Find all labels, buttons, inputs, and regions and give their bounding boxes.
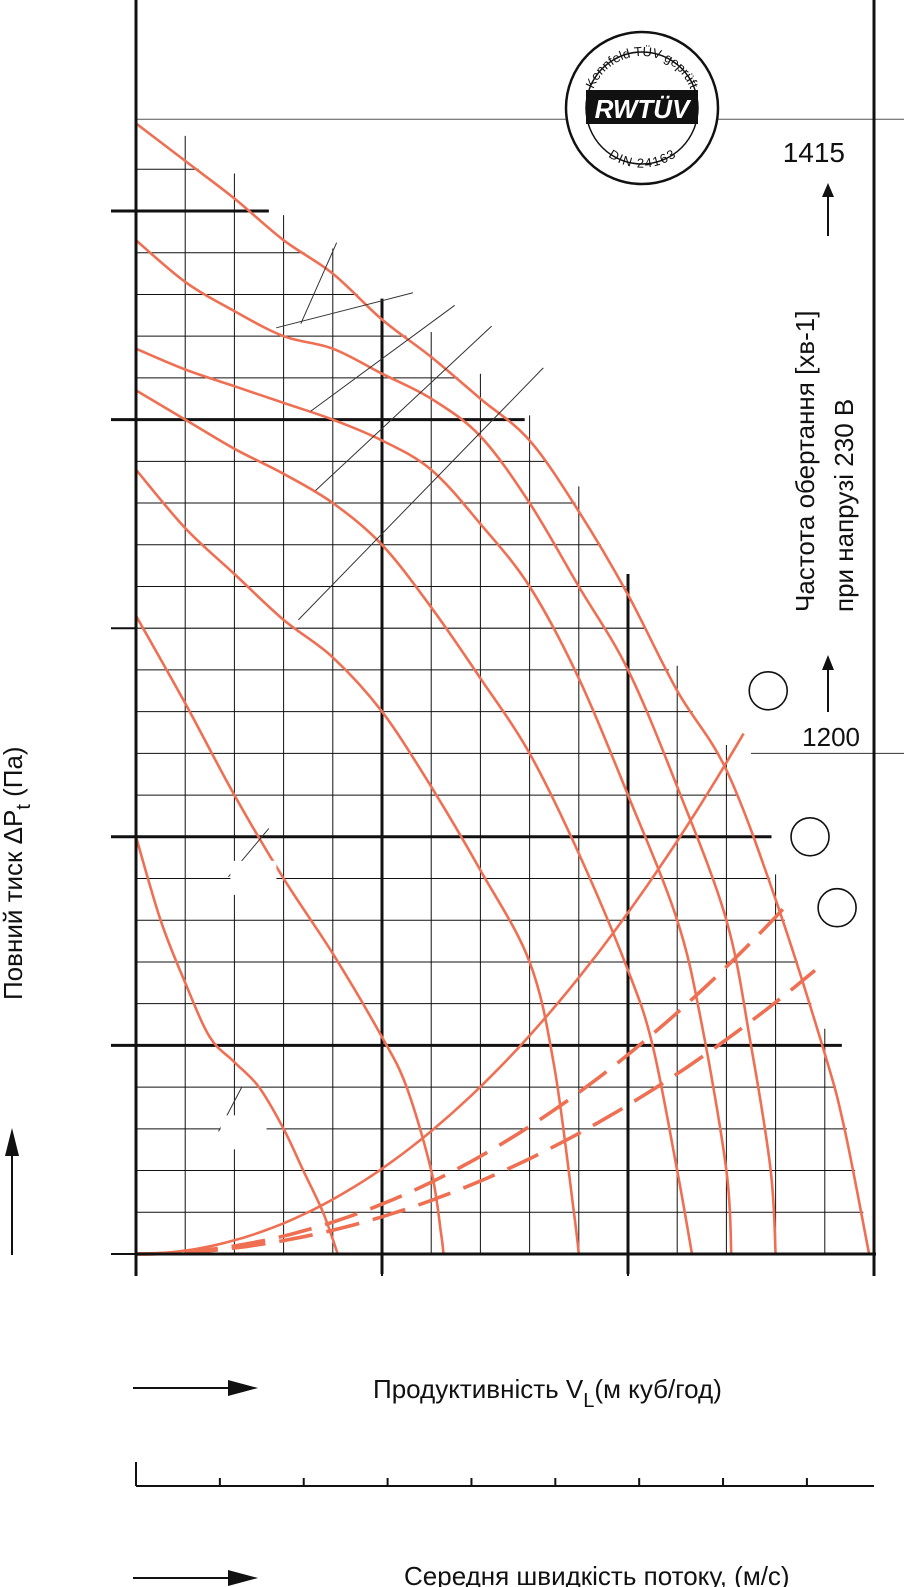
system-curve-marker [790,816,830,857]
y-axis-arrowhead-icon [5,1128,19,1156]
rpm-annotation: 1415 Частота обертання [хв-1] при напруз… [783,137,860,752]
x-axis-arrowhead-icon [228,1380,258,1396]
rpm-top-value: 1415 [783,137,845,168]
fan-curve-100v [134,615,445,1255]
curve-label-backdrop [220,1115,267,1150]
velocity-axis [135,1462,874,1487]
curve-label-leader [310,304,456,412]
tuv-logo: Kennfeld TÜV geprüft DIN 24163 RWTÜV [564,30,720,186]
curve-label-backdrop [338,226,385,261]
logo-center-text: RWTÜV [595,94,693,124]
rpm-title-line2: при напрузі 230 В [829,399,859,612]
fan-curve-125v [135,468,581,1255]
grid [111,118,904,1274]
fan-curve-190v [135,239,777,1255]
fan-curve-150v [135,389,694,1255]
rpm-top-arrowhead-icon [822,183,834,197]
fan-curves [134,122,871,1255]
curve-label-leader [315,325,492,491]
x-axis-title: Продуктивність VL(м куб/год) [373,1374,722,1412]
rpm-bottom-value: 1200 [802,722,860,752]
fan-curve-170v [135,347,733,1255]
curve-label-leader [276,292,414,329]
system-curve-marker [748,670,789,711]
system-curves [135,670,857,1256]
curve-label-backdrop [414,276,461,311]
curve-label-backdrop [545,351,592,386]
curve-label-leader [298,367,544,621]
velocity-axis-title: Середня швидкість потоку, (м/с) [404,1561,790,1587]
system-curve-2b [135,969,817,1256]
fan-curve-80v [134,836,339,1255]
velocity-arrowhead-icon [228,1570,258,1586]
system-curve-2a [135,902,790,1256]
rpm-title-line1: Частота обертання [хв-1] [790,311,820,612]
system-curve-marker [817,887,857,928]
curve-label-backdrop [230,860,277,895]
curve-label-leader [300,242,338,324]
axes [111,0,876,1276]
fan-curve-230v [135,122,871,1255]
system-curve-1 [135,732,745,1256]
y-axis-title: Повний тиск ΔPt (Па) [0,746,35,1000]
logo-center-band [586,90,698,124]
curve-label-backdrop [493,310,540,345]
rpm-bottom-arrowhead-icon [822,655,834,670]
